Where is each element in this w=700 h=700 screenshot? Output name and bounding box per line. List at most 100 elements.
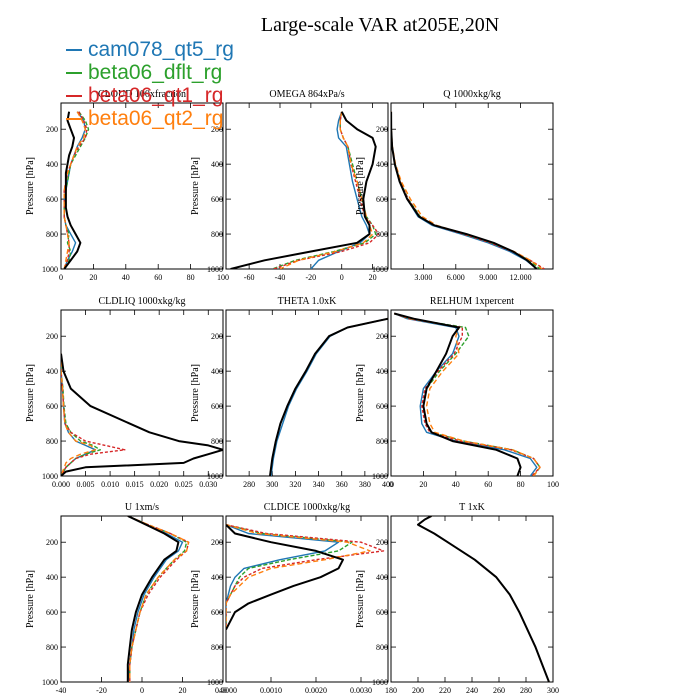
legend-item: cam078_qt5_rg xyxy=(66,38,306,61)
x-tick-label: 0 xyxy=(340,273,344,282)
x-tick-label: 20 xyxy=(89,273,97,282)
model-profile-line xyxy=(127,516,190,682)
x-tick-label: 300 xyxy=(266,480,278,489)
model-profile-line xyxy=(63,111,87,269)
y-tick-label: 600 xyxy=(211,608,223,617)
x-tick-label: 40 xyxy=(219,686,227,695)
obs-profile-line xyxy=(126,516,180,682)
model-profile-line xyxy=(393,312,541,476)
model-profile-line xyxy=(226,524,340,630)
model-profile-line xyxy=(417,516,550,682)
x-tick-label: 40 xyxy=(122,273,130,282)
x-tick-label: 0.0030 xyxy=(350,686,372,695)
model-profile-line xyxy=(270,318,388,476)
y-tick-label: 200 xyxy=(211,125,223,134)
model-profile-line xyxy=(226,524,385,630)
y-tick-label: 600 xyxy=(46,608,58,617)
y-tick-label: 600 xyxy=(211,195,223,204)
y-tick-label: 800 xyxy=(211,643,223,652)
model-profile-line xyxy=(63,111,87,269)
model-profile-line xyxy=(61,353,102,476)
panel-title: T 1xK xyxy=(459,502,485,513)
x-tick-label: 240 xyxy=(466,686,478,695)
x-tick-label: -40 xyxy=(275,273,286,282)
y-tick-label: 600 xyxy=(376,402,388,411)
model-profile-line xyxy=(391,111,541,269)
x-tick-label: 0.0000 xyxy=(215,686,237,695)
model-profile-line xyxy=(269,318,388,476)
model-profile-line xyxy=(393,312,541,476)
panel-title: OMEGA 864xPa/s xyxy=(269,89,344,100)
y-tick-label: 800 xyxy=(376,643,388,652)
panel-frame xyxy=(390,309,554,477)
panel-title: CLDICE 1000xkg/kg xyxy=(264,502,350,513)
model-profile-line xyxy=(391,111,538,269)
y-tick-label: 800 xyxy=(46,437,58,446)
y-tick-label: 200 xyxy=(46,125,58,134)
y-axis-label: Pressure [hPa] xyxy=(190,570,201,628)
legend-label: beta06_dflt_rg xyxy=(88,61,223,84)
y-tick-label: 200 xyxy=(376,538,388,547)
x-tick-label: -20 xyxy=(306,273,317,282)
y-tick-label: 200 xyxy=(376,332,388,341)
y-axis-label: Pressure [hPa] xyxy=(25,364,36,422)
x-tick-label: 0 xyxy=(389,480,393,489)
x-tick-label: 3.000 xyxy=(414,273,432,282)
x-tick-label: 80 xyxy=(187,273,195,282)
y-tick-label: 800 xyxy=(376,230,388,239)
model-profile-line xyxy=(417,516,550,682)
y-tick-label: 1000 xyxy=(207,265,223,274)
x-tick-label: 100 xyxy=(547,480,559,489)
model-profile-line xyxy=(127,516,190,682)
model-profile-line xyxy=(391,111,543,269)
x-tick-label: 0.030 xyxy=(199,480,217,489)
x-tick-label: 0.020 xyxy=(150,480,168,489)
y-tick-label: 1000 xyxy=(42,472,58,481)
model-profile-line xyxy=(417,516,550,682)
panel-frame xyxy=(225,102,389,270)
panel-title: THETA 1.0xK xyxy=(278,296,337,307)
x-tick-label: 6.000 xyxy=(447,273,465,282)
panel-frame xyxy=(60,309,224,477)
y-tick-label: 200 xyxy=(376,125,388,134)
obs-profile-line xyxy=(226,523,344,631)
legend-line-icon xyxy=(66,72,82,74)
y-tick-label: 200 xyxy=(46,538,58,547)
obs-profile-line xyxy=(230,111,377,269)
model-profile-line xyxy=(61,353,97,476)
y-tick-label: 800 xyxy=(46,643,58,652)
x-tick-label: 220 xyxy=(439,686,451,695)
x-tick-label: 40 xyxy=(452,480,460,489)
panel-title: CLOUD 100xfraction xyxy=(98,89,186,100)
x-tick-label: 340 xyxy=(313,480,325,489)
y-tick-label: 400 xyxy=(211,573,223,582)
y-tick-label: 400 xyxy=(211,367,223,376)
panel-frame xyxy=(390,515,554,683)
y-tick-label: 1000 xyxy=(42,265,58,274)
y-tick-label: 1000 xyxy=(372,678,388,687)
x-tick-label: 180 xyxy=(385,686,397,695)
legend-label: beta06_qt1_rg xyxy=(88,84,224,107)
legend-label: cam078_qt5_rg xyxy=(88,38,234,61)
x-tick-label: 280 xyxy=(520,686,532,695)
obs-profile-line xyxy=(61,353,223,476)
y-tick-label: 400 xyxy=(376,367,388,376)
y-tick-label: 1000 xyxy=(372,265,388,274)
y-axis-label: Pressure [hPa] xyxy=(355,364,366,422)
y-axis-label: Pressure [hPa] xyxy=(190,157,201,215)
panel-frame xyxy=(390,102,554,270)
legend-item: beta06_qt1_rg xyxy=(66,84,306,107)
model-profile-line xyxy=(269,318,388,476)
x-tick-label: 200 xyxy=(412,686,424,695)
legend-item: beta06_dflt_rg xyxy=(66,61,306,84)
x-tick-label: 0.0010 xyxy=(260,686,282,695)
x-tick-label: 0 xyxy=(59,273,63,282)
panel-title: CLDLIQ 1000xkg/kg xyxy=(99,296,186,307)
panel-frame xyxy=(225,309,389,477)
y-tick-label: 400 xyxy=(46,160,58,169)
legend-line-icon xyxy=(66,95,82,97)
x-tick-label: 0.015 xyxy=(126,480,144,489)
y-tick-label: 1000 xyxy=(42,678,58,687)
model-profile-line xyxy=(391,111,545,269)
